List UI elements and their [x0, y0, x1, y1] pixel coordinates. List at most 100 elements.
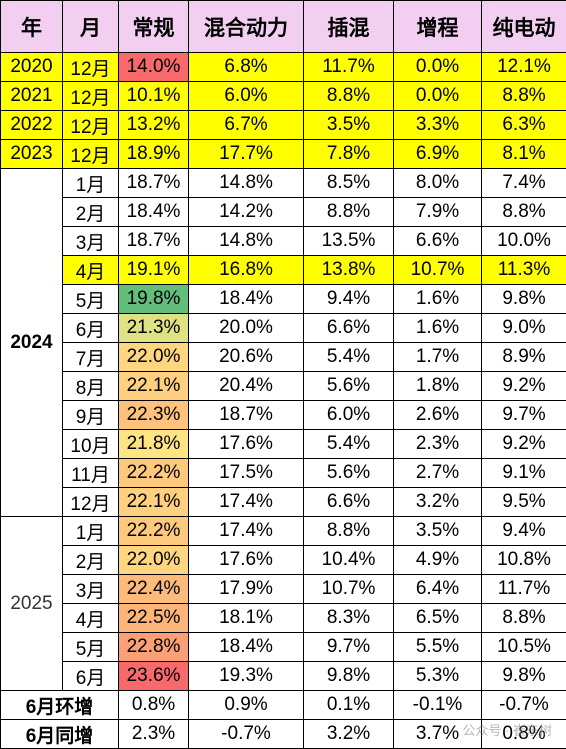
- cell-hybrid: 17.4%: [189, 488, 304, 517]
- cell-month: 1月: [63, 517, 119, 546]
- cell-bev: 9.0%: [482, 314, 566, 343]
- cell-erev: 5.5%: [394, 633, 482, 662]
- cell-bev: 9.8%: [482, 662, 566, 691]
- cell-conventional: 22.2%: [119, 517, 189, 546]
- cell-phev: 13.5%: [304, 227, 394, 256]
- cell-erev: 10.7%: [394, 256, 482, 285]
- cell-bev: 7.4%: [482, 169, 566, 198]
- cell-bev: -0.7%: [482, 691, 566, 720]
- cell-bev: 9.2%: [482, 372, 566, 401]
- cell-phev: 5.4%: [304, 343, 394, 372]
- cell-phev: 11.7%: [304, 53, 394, 82]
- cell-conventional: 22.1%: [119, 372, 189, 401]
- cell-phev: 5.4%: [304, 430, 394, 459]
- cell-month: 3月: [63, 575, 119, 604]
- cell-erev: 8.0%: [394, 169, 482, 198]
- cell-erev: 7.9%: [394, 198, 482, 227]
- cell-month: 12月: [63, 140, 119, 169]
- cell-month: 6月: [63, 662, 119, 691]
- cell-erev: 4.9%: [394, 546, 482, 575]
- cell-conventional: 14.0%: [119, 53, 189, 82]
- cell-phev: 0.1%: [304, 691, 394, 720]
- cell-conventional: 22.2%: [119, 459, 189, 488]
- cell-phev: 5.6%: [304, 372, 394, 401]
- cell-conventional: 22.5%: [119, 604, 189, 633]
- cell-bev: 11.3%: [482, 256, 566, 285]
- cell-phev: 9.8%: [304, 662, 394, 691]
- cell-hybrid: 20.0%: [189, 314, 304, 343]
- cell-month: 4月: [63, 256, 119, 285]
- cell-hybrid: -0.7%: [189, 720, 304, 749]
- cell-erev: 3.5%: [394, 517, 482, 546]
- cell-erev: 5.3%: [394, 662, 482, 691]
- cell-hybrid: 17.9%: [189, 575, 304, 604]
- cell-bev: 8.1%: [482, 140, 566, 169]
- cell-month: 4月: [63, 604, 119, 633]
- cell-month: 2月: [63, 198, 119, 227]
- cell-phev: 9.4%: [304, 285, 394, 314]
- cell-phev: 8.3%: [304, 604, 394, 633]
- cell-phev: 8.8%: [304, 198, 394, 227]
- cell-erev: 6.4%: [394, 575, 482, 604]
- cell-month: 10月: [63, 430, 119, 459]
- cell-erev: 3.2%: [394, 488, 482, 517]
- cell-hybrid: 17.4%: [189, 517, 304, 546]
- cell-month: 1月: [63, 169, 119, 198]
- cell-conventional: 19.8%: [119, 285, 189, 314]
- cell-bev: 11.7%: [482, 575, 566, 604]
- cell-conventional: 22.4%: [119, 575, 189, 604]
- cell-bev: 12.1%: [482, 53, 566, 82]
- cell-phev: 3.5%: [304, 111, 394, 140]
- cell-bev: 8.8%: [482, 604, 566, 633]
- cell-phev: 8.8%: [304, 517, 394, 546]
- cell-hybrid: 19.3%: [189, 662, 304, 691]
- cell-bev: 10.8%: [482, 546, 566, 575]
- cell-conventional: 18.9%: [119, 140, 189, 169]
- cell-month: 3月: [63, 227, 119, 256]
- cell-bev: 8.9%: [482, 343, 566, 372]
- cell-conventional: 10.1%: [119, 82, 189, 111]
- cell-phev: 3.2%: [304, 720, 394, 749]
- cell-hybrid: 18.4%: [189, 285, 304, 314]
- cell-phev: 6.6%: [304, 488, 394, 517]
- cell-hybrid: 6.7%: [189, 111, 304, 140]
- cell-year: 2023: [1, 140, 63, 169]
- watermark: 公众号 · 崔东树: [462, 720, 552, 739]
- cell-summary-label: 6月环增: [1, 691, 119, 720]
- cell-bev: 9.7%: [482, 401, 566, 430]
- header-hybrid: 混合动力: [189, 1, 304, 53]
- header-month: 月: [63, 1, 119, 53]
- cell-conventional: 23.6%: [119, 662, 189, 691]
- cell-hybrid: 18.7%: [189, 401, 304, 430]
- cell-conventional: 18.7%: [119, 227, 189, 256]
- cell-erev: -0.1%: [394, 691, 482, 720]
- cell-month: 12月: [63, 488, 119, 517]
- cell-month: 7月: [63, 343, 119, 372]
- cell-erev: 2.3%: [394, 430, 482, 459]
- cell-bev: 8.8%: [482, 82, 566, 111]
- cell-bev: 9.4%: [482, 517, 566, 546]
- cell-month: 9月: [63, 401, 119, 430]
- cell-phev: 5.6%: [304, 459, 394, 488]
- cell-erev: 1.6%: [394, 285, 482, 314]
- cell-month: 5月: [63, 633, 119, 662]
- cell-phev: 6.6%: [304, 314, 394, 343]
- cell-bev: 9.5%: [482, 488, 566, 517]
- cell-hybrid: 17.6%: [189, 430, 304, 459]
- header-row: 年月常规混合动力插混增程纯电动: [1, 1, 566, 53]
- cell-bev: 8.8%: [482, 198, 566, 227]
- cell-bev: 9.8%: [482, 285, 566, 314]
- cell-phev: 13.8%: [304, 256, 394, 285]
